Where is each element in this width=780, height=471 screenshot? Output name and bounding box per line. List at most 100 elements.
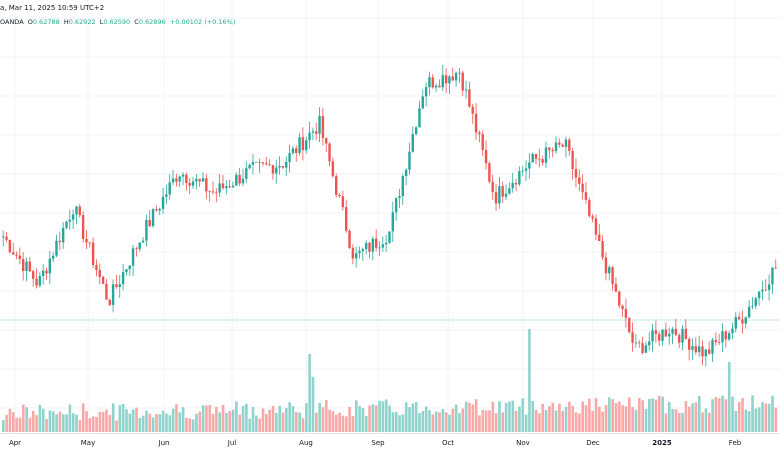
x-tick-label: May <box>80 439 96 447</box>
x-tick-label: Oct <box>441 439 455 447</box>
candle-body <box>228 186 231 188</box>
volume-bar <box>601 411 604 432</box>
volume-bar <box>431 414 435 432</box>
volume-bar <box>118 405 122 432</box>
candle-body <box>394 198 398 213</box>
volume-bar <box>25 407 28 432</box>
volume-bar <box>115 420 118 432</box>
volume-bar <box>121 404 125 432</box>
volume-bar <box>521 398 525 432</box>
candle-body <box>28 261 32 272</box>
candle-body <box>674 328 678 336</box>
candle-body <box>747 306 751 318</box>
candle-body <box>771 267 774 285</box>
candle-body <box>741 319 744 324</box>
volume-bar <box>278 405 281 432</box>
candle-body <box>251 162 255 165</box>
candle-body <box>774 267 777 269</box>
volume-bar <box>581 401 585 432</box>
volume-bar <box>428 410 431 432</box>
candle-body <box>8 239 12 253</box>
candle-body <box>344 207 348 231</box>
candle-body <box>185 174 188 183</box>
candle-body <box>105 283 108 300</box>
candle-body <box>684 328 688 340</box>
candle-body <box>588 199 591 217</box>
volume-bar <box>448 414 451 432</box>
candle-body <box>48 258 52 274</box>
candle-body <box>598 234 601 242</box>
volume-bar <box>588 398 591 432</box>
candle-body <box>95 264 98 271</box>
volume-bar <box>28 417 32 432</box>
volume-bar <box>111 403 115 432</box>
candle-body <box>131 248 135 266</box>
candle-body <box>521 170 524 172</box>
volume-bar <box>591 410 595 432</box>
volume-bar <box>8 408 12 432</box>
volume-bar <box>75 414 78 432</box>
candle-body <box>155 209 158 211</box>
candle-body <box>484 149 488 164</box>
volume-bar <box>684 401 688 432</box>
volume-bar <box>151 417 155 432</box>
candle-body <box>651 330 654 342</box>
candle-body <box>118 284 121 288</box>
candle-body <box>438 85 441 88</box>
candle-body <box>404 169 408 177</box>
candle-body <box>335 176 338 195</box>
candle-body <box>61 227 65 243</box>
candle-body <box>348 230 351 248</box>
volume-bar <box>61 414 65 432</box>
volume-bar <box>78 420 82 432</box>
volume-bar <box>654 399 658 432</box>
candle-body <box>711 339 714 354</box>
candle-body <box>621 305 624 309</box>
candle-body <box>504 193 508 197</box>
volume-bar <box>208 404 212 432</box>
volume-bar <box>238 414 242 432</box>
candle-body <box>581 183 584 193</box>
high-value: 0.62922 <box>68 18 96 26</box>
volume-bar <box>325 399 328 432</box>
volume-bar <box>191 419 195 432</box>
close-value: 0.62896 <box>138 18 166 26</box>
volume-bar <box>95 416 98 432</box>
time-axis[interactable]: Apr May Jun Jul Aug Sep Oct Nov Dec 2025… <box>0 433 780 471</box>
volume-bar <box>91 416 95 432</box>
candle-body <box>508 188 511 194</box>
volume-bar <box>681 412 684 432</box>
volume-bar <box>48 410 52 432</box>
volume-bar <box>714 396 718 432</box>
volume-bar <box>45 419 48 432</box>
candle-body <box>205 178 208 192</box>
volume-bar <box>434 411 438 432</box>
candle-body <box>668 333 671 337</box>
candle-body <box>148 219 151 227</box>
volume-bar <box>255 415 258 432</box>
volume-bar <box>518 406 521 432</box>
volume-bar <box>145 410 148 432</box>
candle-body <box>411 134 414 152</box>
candle-body <box>265 163 268 165</box>
volume-bar <box>494 413 498 432</box>
candle-body <box>697 346 701 353</box>
volume-bar <box>291 406 295 432</box>
candle-body <box>578 177 581 184</box>
volume-bar <box>251 407 255 432</box>
candle-body <box>601 241 604 258</box>
open-value: 0.62788 <box>32 18 60 26</box>
candle-body <box>677 335 681 343</box>
candle-body <box>111 284 115 306</box>
candle-body <box>361 249 365 251</box>
volume-bar <box>668 401 671 432</box>
candle-body <box>145 219 148 241</box>
candle-body <box>628 317 631 333</box>
candle-body <box>198 178 201 182</box>
candle-body <box>608 267 611 274</box>
volume-bar <box>578 413 581 432</box>
volume-bar <box>408 407 411 432</box>
low-value: 0.62590 <box>103 18 131 26</box>
